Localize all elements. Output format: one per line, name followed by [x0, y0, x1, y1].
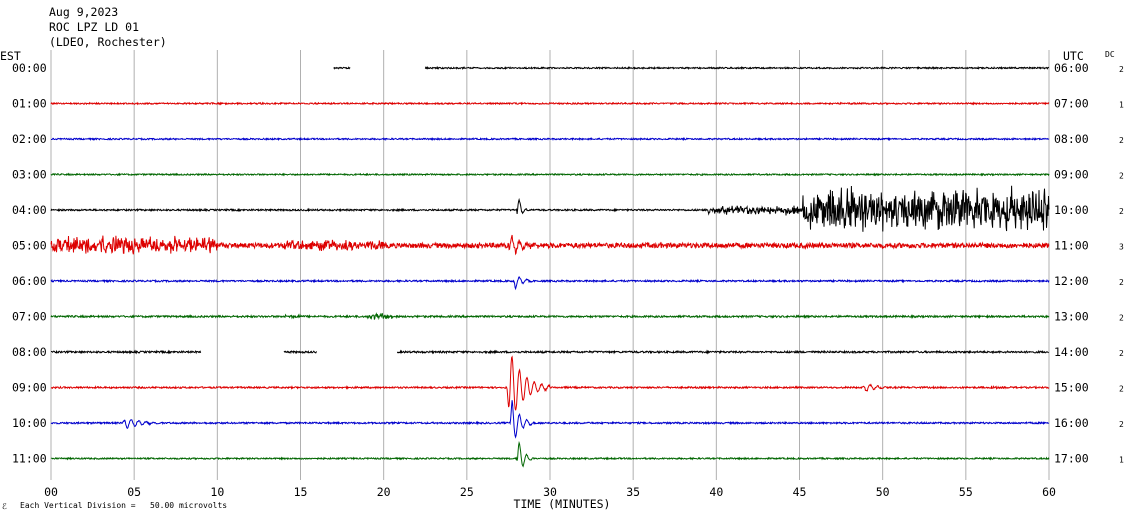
utc-hour-label: 13:00: [1054, 310, 1089, 324]
utc-hour-labels: 06:00 07:00 08:00 09:00 10:00 11:00 12:00 13:00…: [1054, 61, 1089, 466]
est-hour-label: 03:00: [12, 168, 47, 182]
trace-0200: [51, 136, 1050, 142]
dc-value: 2: [1119, 172, 1124, 181]
x-tick-label: 15: [294, 485, 308, 499]
trace-0500: [50, 234, 1050, 256]
utc-hour-label: 11:00: [1054, 239, 1089, 253]
est-hour-label: 07:00: [12, 310, 47, 324]
dc-values: 2 1 2 2 2 3 2 2 2 2 2 1: [1119, 65, 1124, 465]
trace-0700: [50, 312, 1050, 321]
utc-hour-label: 06:00: [1054, 61, 1089, 75]
dc-header-label: DC: [1105, 50, 1115, 59]
x-tick-label: 55: [959, 485, 973, 499]
minute-grid: [50, 50, 1050, 480]
x-tick-label: 45: [793, 485, 807, 499]
est-hour-label: 08:00: [12, 345, 47, 359]
x-tick-label: 20: [377, 485, 391, 499]
est-hour-label: 00:00: [12, 61, 47, 75]
trace-0000: [424, 65, 1049, 70]
utc-hour-label: 09:00: [1054, 168, 1089, 182]
utc-hour-label: 12:00: [1054, 274, 1089, 288]
scale-note: Each Vertical Division = 50.00 microvolt…: [20, 501, 227, 510]
dc-value: 1: [1119, 101, 1124, 110]
trace-0800: [283, 349, 317, 355]
dc-value: 2: [1119, 420, 1124, 429]
est-hour-label: 02:00: [12, 132, 47, 146]
utc-hour-label: 10:00: [1054, 203, 1089, 217]
dc-value: 2: [1119, 65, 1124, 74]
trace-0400: [50, 185, 1050, 232]
utc-hour-label: 08:00: [1054, 132, 1089, 146]
dc-value: 2: [1119, 207, 1124, 216]
x-tick-label: 00: [44, 485, 58, 499]
trace-1100: [50, 440, 1050, 468]
trace-0100: [50, 101, 1050, 106]
est-hour-label: 06:00: [12, 274, 47, 288]
dc-value: 3: [1119, 243, 1124, 252]
x-axis-label: TIME (MINUTES): [514, 497, 611, 511]
trace-0300: [50, 172, 1050, 177]
est-hour-label: 10:00: [12, 416, 47, 430]
header-date: Aug 9,2023: [49, 5, 118, 19]
seismic-traces: [50, 65, 1050, 468]
trace-0800: [397, 349, 1049, 355]
dc-value: 1: [1119, 456, 1124, 465]
est-hour-label: 04:00: [12, 203, 47, 217]
dc-value: 2: [1119, 136, 1124, 145]
right-timezone-label: UTC: [1063, 49, 1084, 63]
x-tick-label: 05: [127, 485, 141, 499]
trace-0800: [51, 349, 202, 355]
x-tick-label: 30: [543, 485, 557, 499]
trace-1000: [50, 400, 1050, 439]
corner-mark: ℰ: [2, 502, 7, 511]
utc-hour-label: 17:00: [1054, 452, 1089, 466]
est-hour-label: 11:00: [12, 452, 47, 466]
x-tick-label: 10: [210, 485, 224, 499]
dc-value: 2: [1119, 385, 1124, 394]
est-hour-labels: 00:00 01:00 02:00 03:00 04:00 05:00 06:00 07:00…: [12, 61, 47, 466]
dc-value: 2: [1119, 278, 1124, 287]
utc-hour-label: 14:00: [1054, 345, 1089, 359]
x-tick-label: 35: [626, 485, 640, 499]
x-tick-label: 25: [460, 485, 474, 499]
x-tick-label: 50: [876, 485, 890, 499]
x-tick-labels: 00 05 10 15 20 25 30 35 40 45 50 55 60: [44, 485, 1056, 499]
est-hour-label: 01:00: [12, 97, 47, 111]
dc-value: 2: [1119, 349, 1124, 358]
est-hour-label: 05:00: [12, 239, 47, 253]
est-hour-label: 09:00: [12, 381, 47, 395]
x-tick-label: 40: [709, 485, 723, 499]
trace-0900: [50, 355, 1050, 411]
x-tick-label: 60: [1042, 485, 1056, 499]
utc-hour-label: 16:00: [1054, 416, 1089, 430]
trace-0000: [333, 66, 351, 70]
header-network: (LDEO, Rochester): [49, 35, 167, 49]
header-station: ROC LPZ LD 01: [49, 20, 139, 34]
utc-hour-label: 15:00: [1054, 381, 1089, 395]
trace-0600: [50, 276, 1050, 291]
dc-value: 2: [1119, 314, 1124, 323]
utc-hour-label: 07:00: [1054, 97, 1089, 111]
left-timezone-label: EST: [0, 49, 21, 63]
